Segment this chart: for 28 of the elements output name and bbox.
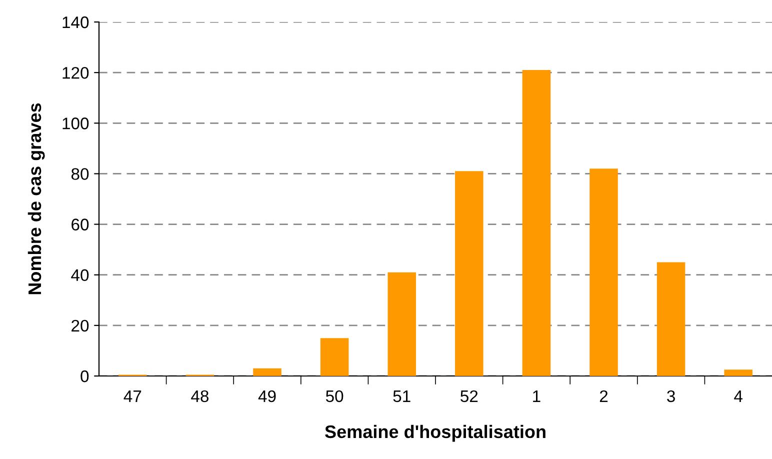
y-tick-label: 100 (62, 118, 89, 130)
y-axis-title: Nombre de cas graves (28, 103, 45, 294)
bar (320, 338, 349, 376)
bar (590, 168, 618, 376)
y-tick-label: 60 (72, 218, 89, 230)
x-tick-label: 48 (191, 390, 208, 402)
x-axis-title: Semaine d'hospitalisation (325, 424, 546, 442)
x-tick-label: 3 (667, 390, 675, 402)
bar (724, 370, 752, 376)
y-tick-label: 140 (62, 16, 89, 28)
y-tick-label: 40 (71, 269, 89, 282)
x-tick-label: 52 (460, 390, 478, 402)
y-tick-label: 0 (80, 370, 89, 382)
y-tick-label: 120 (62, 66, 89, 79)
y-tick-label: 80 (71, 168, 89, 180)
x-tick-label: 4 (734, 390, 742, 402)
x-tick-label: 1 (533, 390, 540, 402)
x-tick-label: 50 (326, 390, 344, 402)
y-tick-label: 20 (72, 320, 89, 332)
bar (656, 262, 686, 376)
bar (522, 70, 551, 376)
x-tick-label: 2 (600, 390, 608, 402)
x-tick-label: 51 (393, 390, 410, 402)
bar (455, 171, 484, 376)
x-tick-label: 47 (124, 390, 142, 402)
bar (253, 368, 282, 376)
x-tick-label: 49 (258, 390, 276, 402)
bar (388, 272, 416, 376)
